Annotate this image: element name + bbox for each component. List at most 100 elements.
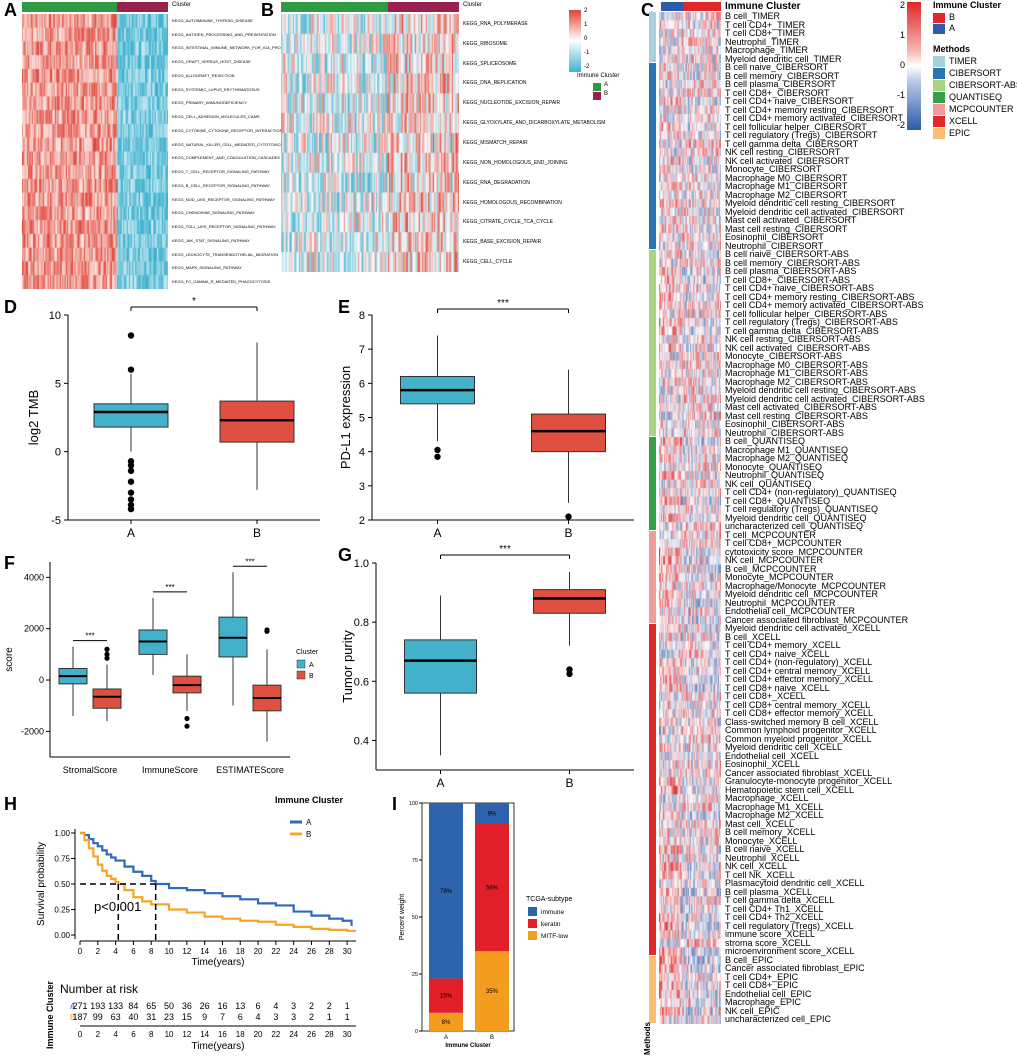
cell-type-label: B cell memory_CIBERSORT: [725, 70, 840, 81]
legend-swatch: [528, 919, 537, 928]
cell-type-label: Endothelial cell_MCPCOUNTER: [725, 606, 856, 617]
y-tick-label: 50: [412, 915, 418, 921]
y-tick-label: 0.75: [54, 855, 70, 864]
cell-type-label: Macrophage_XCELL: [725, 793, 809, 804]
risk-x-tick-label: 26: [307, 1030, 316, 1039]
cell-type-label: Eosinophil_CIBERSORT-ABS: [725, 419, 845, 430]
cell-type-label: T cell CD4+ naive_XCELL: [725, 648, 830, 659]
cluster-bar-a: [281, 2, 388, 12]
pathway-label: KEGG_CELL_CYCLE: [463, 259, 513, 266]
risk-y-axis-title: Immune Cluster: [45, 980, 55, 1049]
cell-type-label: Common myeloid progenitor_XCELL: [725, 733, 872, 744]
cell-type-label: T cell CD8+ naive_XCELL: [725, 682, 830, 693]
x-tick-label: 30: [343, 947, 352, 956]
risk-count: 50: [164, 1001, 174, 1011]
significance-marker: ***: [499, 545, 511, 555]
method-swatch: [933, 104, 945, 115]
legend-swatch: [296, 670, 306, 680]
cell-type-label: B cell plasma_CIBERSORT-ABS: [725, 266, 857, 277]
legend-title: TCGA-subtype: [526, 896, 572, 903]
legend-label: A: [306, 818, 312, 827]
risk-count: 187: [72, 1012, 87, 1022]
methods-legend-title: Methods: [933, 44, 970, 54]
pathway-label: KEGG_RNA_DEGRADATION: [463, 179, 530, 186]
risk-x-axis-title: Time(years): [192, 1041, 245, 1052]
scale-tick: 1: [584, 22, 588, 28]
cell-type-label: Mast cell resting_CIBERSORT: [725, 223, 848, 234]
method-segment: [649, 955, 656, 1023]
cell-type-label: NK cell_QUANTISEQ: [725, 478, 812, 489]
risk-count: 1: [345, 1012, 350, 1022]
risk-count: 3: [291, 1012, 296, 1022]
x-tick-label: A: [436, 776, 444, 790]
legend-label: B: [309, 673, 314, 680]
legend-swatch-a: [933, 24, 945, 34]
x-tick-label: B: [565, 776, 573, 790]
stacked-bar-segment-immune: [475, 803, 509, 824]
cell-type-label: T cell CD8+_CIBERSORT-ABS: [725, 274, 850, 285]
segment-label: 9%: [488, 811, 497, 817]
pathway-label: KEGG_LEUKOCYTE_TRANSENDOTHELIAL_MIGRATIO…: [172, 251, 279, 257]
outlier-point: [127, 489, 135, 496]
cluster-bar-a: [661, 2, 683, 11]
cell-type-label: T cell NK_XCELL: [725, 869, 795, 880]
panel-h-km-curve: 0.00 0.25 0.50 0.75 1.00 Survival probability…: [36, 795, 356, 1052]
pathway-label: KEGG_MAPK_SIGNALING_PATHWAY: [172, 265, 243, 271]
y-tick-label: -2000: [21, 726, 44, 736]
y-axis-title: score: [4, 647, 15, 672]
method-swatch: [933, 80, 945, 91]
segment-label: 56%: [486, 885, 499, 891]
color-scale-bar: [569, 10, 581, 72]
x-tick-label: A: [127, 526, 135, 540]
stacked-bar-segment-mitf-low: [429, 1012, 463, 1031]
cell-type-label: Eosinophil_CIBERSORT: [725, 232, 824, 243]
y-tick-label: 0.25: [54, 906, 70, 915]
cell-type-label: NK cell_MCPCOUNTER: [725, 555, 824, 566]
risk-count: 193: [90, 1001, 105, 1011]
method-segment: [649, 624, 656, 955]
survival-curve-a: [80, 831, 353, 926]
risk-x-tick-label: 20: [254, 1030, 263, 1039]
outlier-point: [127, 505, 135, 513]
risk-count: 23: [164, 1012, 174, 1022]
y-tick-label: 1.0: [354, 558, 369, 570]
outlier-point: [104, 651, 110, 657]
p-value: p<0.001: [94, 899, 141, 914]
y-tick-label: 25: [412, 972, 418, 978]
cell-type-label: T cell CD4+ memory_XCELL: [725, 640, 841, 651]
x-axis-title: Time(years): [192, 957, 245, 968]
cell-type-label: T cell CD4+ (non-regulatory)_QUANTISEQ: [725, 487, 897, 498]
risk-count: 40: [128, 1012, 138, 1022]
cell-type-label: Macrophage M1_CIBERSORT-ABS: [725, 368, 868, 379]
x-tick-label: 8: [149, 947, 154, 956]
methods-legend: TIMER CIBERSORT CIBERSORT-ABS QUANTISEQ MCPC…: [933, 56, 1017, 146]
risk-x-tick-label: 12: [182, 1030, 191, 1039]
panel-g-boxplot: 0.4 0.6 0.8 1.0 Tumor purity A B ***: [340, 545, 634, 790]
y-tick-label: 0.8: [354, 617, 369, 629]
cell-type-label: B cell memory_XCELL: [725, 827, 816, 838]
cell-type-label: T cell gamma delta_CIBERSORT-ABS: [725, 325, 879, 336]
pathway-labels: KEGG_AUTOIMMUNE_THYROID_DISEASE KEGG_ANTI…: [172, 14, 299, 289]
panel-label-e: E: [338, 297, 351, 317]
cell-type-label: Myeloid dendritic cell activated_CIBERSO…: [725, 206, 905, 217]
panel-label-i: I: [392, 794, 398, 814]
cell-type-label: Macrophage_EPIC: [725, 997, 802, 1008]
legend-label: B: [306, 830, 311, 839]
pathway-label: KEGG_GRAFT_VERSUS_HOST_DISEASE: [172, 59, 251, 65]
risk-count: 2: [309, 1012, 314, 1022]
risk-x-tick-label: 0: [78, 1030, 83, 1039]
outlier-point: [127, 462, 135, 469]
risk-x-tick-label: 8: [149, 1030, 154, 1039]
risk-count: 99: [93, 1012, 103, 1022]
cell-type-label: NK cell activated_CIBERSORT-ABS: [725, 342, 870, 353]
pathway-label: KEGG_MISMATCH_REPAIR: [463, 140, 528, 146]
cell-type-label: Macrophage M2_CIBERSORT: [725, 189, 848, 200]
pathway-label: KEGG_NATURAL_KILLER_CELL_MEDIATED_CYTOTO…: [172, 141, 287, 147]
panel-d-boxplot: -5 0 5 10 log2 TMB A B *: [26, 296, 320, 540]
cell-type-label: Neutrophil_TIMER: [725, 36, 800, 47]
cell-type-label: T cell gamma delta_XCELL: [725, 895, 835, 906]
pathway-label: KEGG_NON_HOMOLOGOUS_END_JOINING: [463, 159, 568, 166]
cell-type-label: B cell_EPIC: [725, 954, 774, 965]
immune-infiltration-grid: [659, 12, 721, 1024]
risk-count: 13: [235, 1001, 245, 1011]
